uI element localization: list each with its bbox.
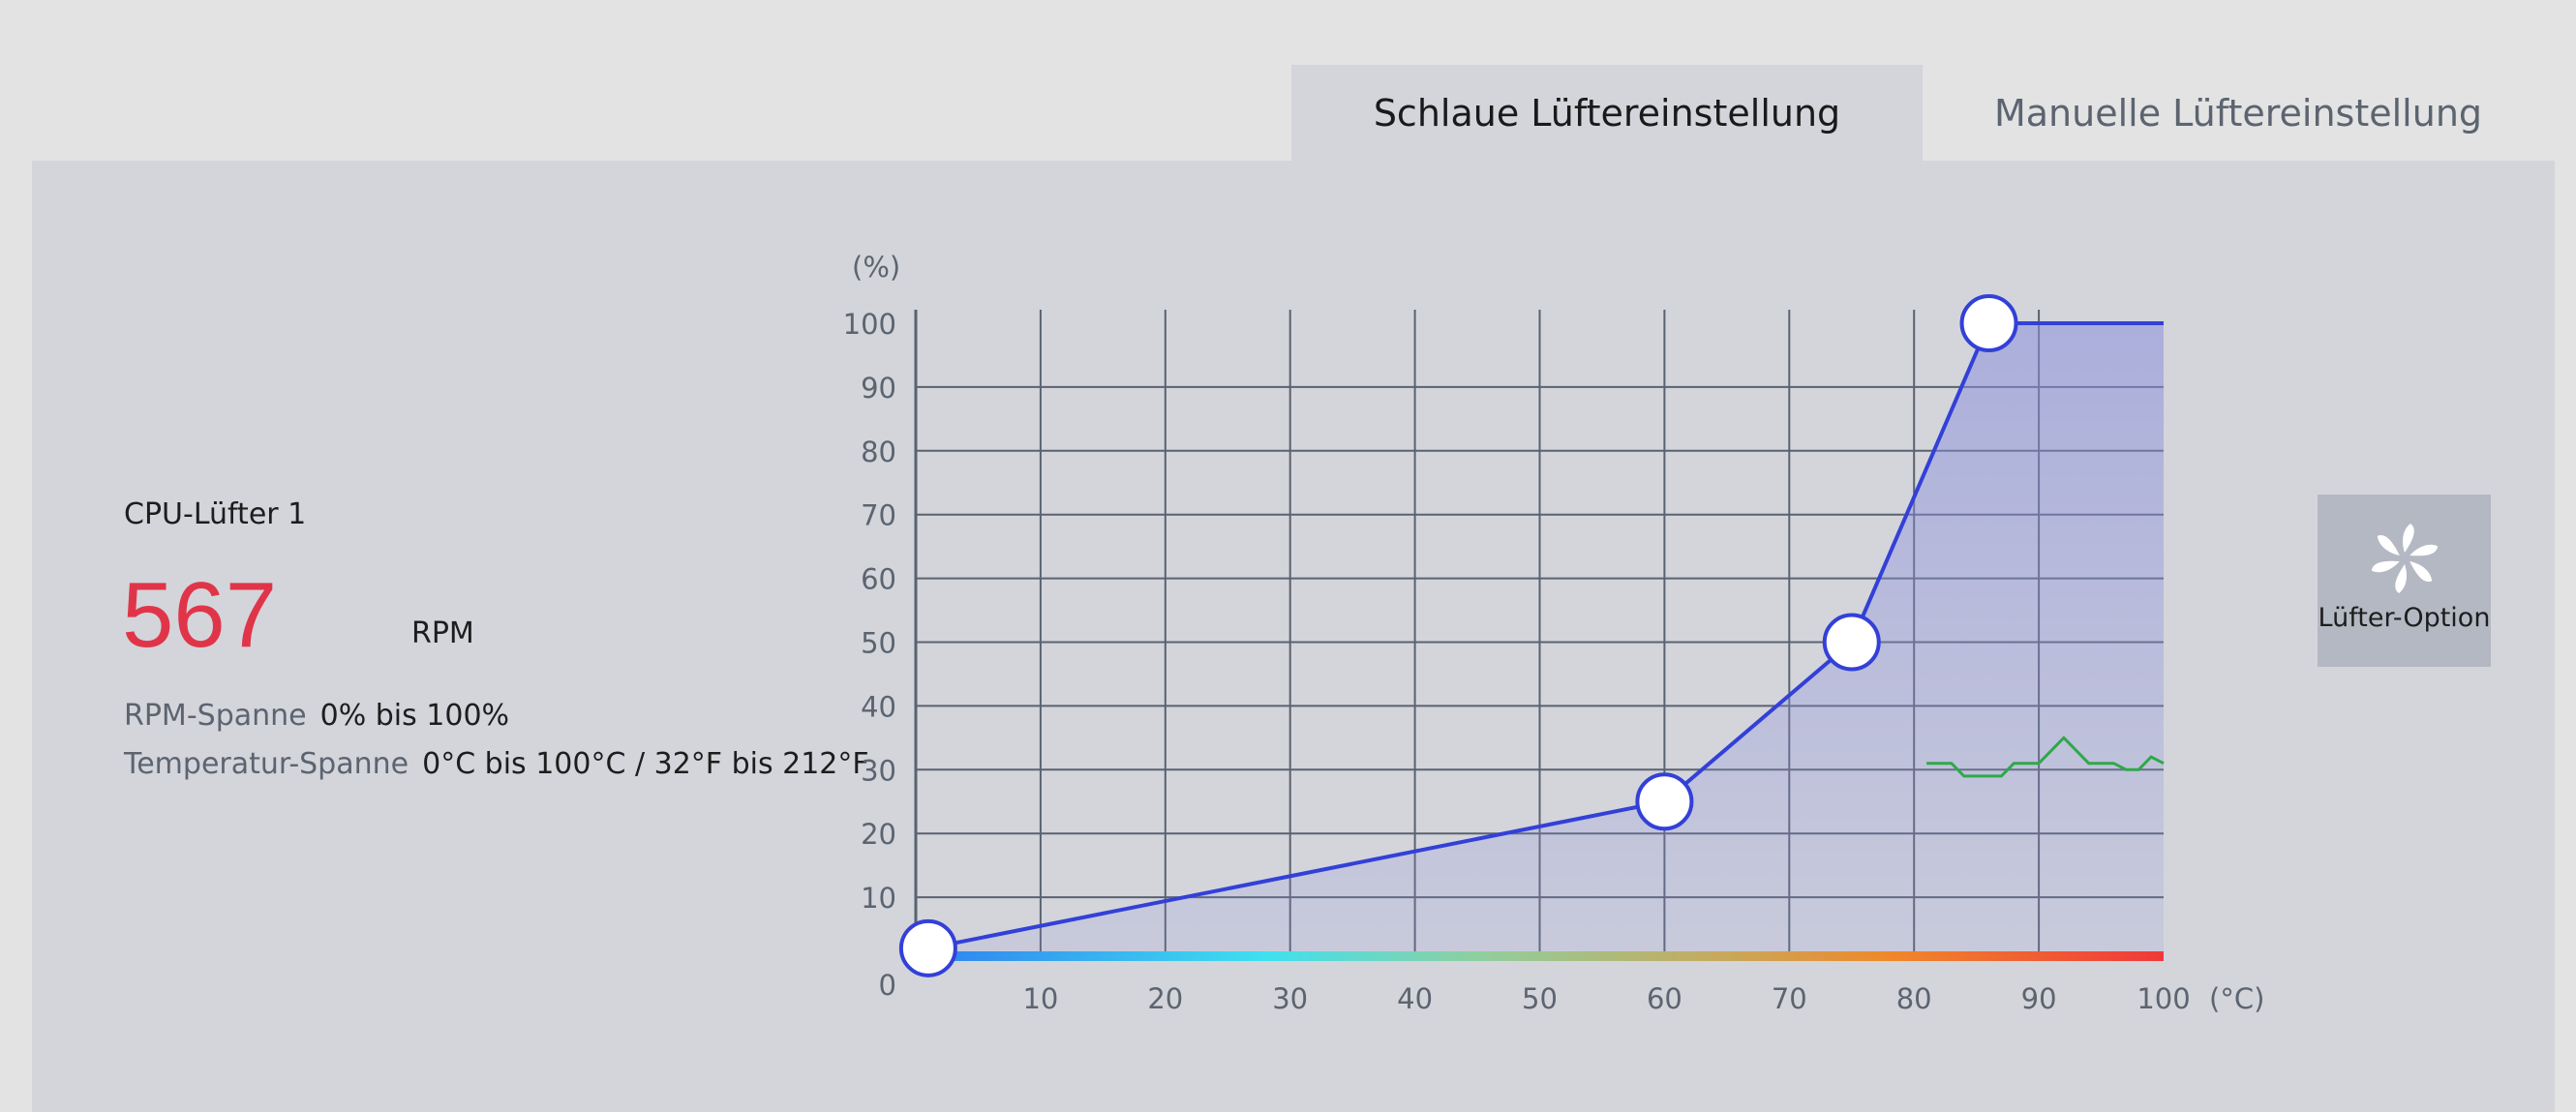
fan-curve-chart[interactable]: 0 10 20 30 40 50 60 70 80 90 100 10 20 30 40 50 60 70 80 90…: [0, 0, 2323, 1065]
fan-name: CPU-Lüfter 1: [124, 497, 307, 531]
y-tick-label: 70: [861, 499, 896, 532]
y-tick-label: 60: [861, 563, 896, 596]
rpm-range-row: RPM-Spanne 0% bis 100%: [124, 699, 509, 733]
temp-range-label: Temperatur-Spanne: [124, 747, 409, 781]
temp-range-row: Temperatur-Spanne 0°C bis 100°C / 32°F bi…: [124, 747, 869, 781]
rpm-range-value: 0% bis 100%: [319, 699, 510, 733]
fan-icon: [2371, 524, 2438, 593]
y-tick-label: 30: [861, 754, 896, 787]
x-tick-label: 20: [1147, 982, 1183, 1015]
y-tick-label: 40: [861, 690, 896, 723]
x-tick-label: 30: [1272, 982, 1308, 1015]
curve-control-point[interactable]: [898, 918, 957, 977]
temperature-color-bar: [916, 951, 2164, 961]
fan-mode-tabs: Schlaue Lüftereinstellung Manuelle Lüfte…: [1291, 65, 2554, 162]
curve-control-point[interactable]: [1822, 613, 1881, 672]
x-tick-label: 70: [1772, 982, 1807, 1015]
y-tick-label: 90: [861, 372, 896, 405]
y-tick-label: 10: [861, 882, 896, 915]
y-unit-label: (%): [852, 251, 900, 284]
y-tick-label: 50: [861, 627, 896, 660]
rpm-value: 567: [122, 563, 278, 667]
x-tick-label: 50: [1522, 982, 1558, 1015]
x-tick-label: 40: [1397, 982, 1433, 1015]
x-tick-label: 80: [1896, 982, 1932, 1015]
fan-curve-fill: [927, 323, 2164, 951]
y-tick-label: 80: [861, 436, 896, 468]
y-tick-label: 0: [879, 969, 896, 1002]
x-tick-label: 10: [1022, 982, 1058, 1015]
tab-smart-fan[interactable]: Schlaue Lüftereinstellung: [1291, 65, 1923, 162]
rpm-range-label: RPM-Spanne: [124, 699, 307, 733]
fan-option-label: Lüfter-Option: [2318, 603, 2491, 633]
temp-range-value: 0°C bis 100°C / 32°F bis 212°F: [422, 747, 869, 781]
temperature-history-line: [1926, 736, 2165, 778]
fan-option-button[interactable]: Lüfter-Option: [2318, 495, 2491, 667]
x-tick-label: 90: [2021, 982, 2057, 1015]
x-tick-label: 100: [2137, 982, 2190, 1015]
tab-manual-fan[interactable]: Manuelle Lüftereinstellung: [1923, 65, 2554, 162]
y-tick-label: 20: [861, 818, 896, 851]
x-unit-label: (°C): [2209, 982, 2264, 1015]
rpm-unit: RPM: [411, 616, 474, 650]
x-tick-label: 60: [1647, 982, 1682, 1015]
curve-control-point[interactable]: [1959, 294, 2018, 352]
curve-control-point[interactable]: [1635, 772, 1694, 831]
y-tick-label: 100: [843, 308, 896, 341]
